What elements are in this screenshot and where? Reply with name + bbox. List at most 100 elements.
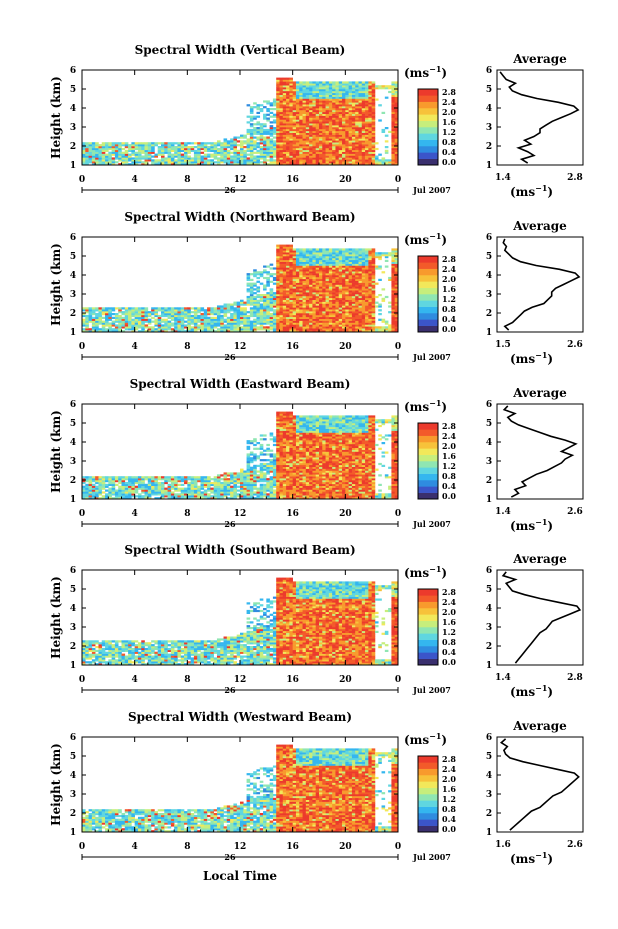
heatmap-cell <box>355 109 359 113</box>
heatmap-cell <box>342 144 346 147</box>
heatmap-cell <box>345 294 349 297</box>
heatmap-cell <box>315 147 320 151</box>
heatmap-cell <box>289 113 293 116</box>
heatmap-cell <box>328 140 333 143</box>
heatmap-cell <box>305 85 310 88</box>
heatmap-cell <box>91 155 96 158</box>
y-tick-label: 5 <box>70 252 76 262</box>
heatmap-cell <box>177 328 182 331</box>
heatmap-cell <box>157 322 162 325</box>
heatmap-cell <box>371 109 376 113</box>
heatmap-cell <box>279 244 284 247</box>
heatmap-cell <box>319 330 323 333</box>
heatmap-cell <box>151 316 155 319</box>
heatmap-cell <box>276 288 280 291</box>
heatmap-cell <box>151 491 155 494</box>
heatmap-cell <box>302 263 307 266</box>
heatmap-cell <box>371 119 376 122</box>
heatmap-cell <box>95 318 99 321</box>
heatmap-cell <box>266 294 270 297</box>
heatmap-cell <box>391 144 396 147</box>
heatmap-cell <box>289 100 293 103</box>
heatmap-cell <box>345 269 349 272</box>
heatmap-cell <box>269 328 274 331</box>
heatmap-cell <box>305 111 310 114</box>
heatmap-cell <box>276 111 280 114</box>
heatmap-cell <box>299 127 303 130</box>
heatmap-cell <box>286 90 290 94</box>
heatmap-cell <box>282 138 287 141</box>
heatmap-cell <box>184 146 188 149</box>
heatmap-cell <box>302 161 307 164</box>
heatmap-cell <box>279 328 284 331</box>
heatmap-cell <box>299 294 303 297</box>
heatmap-cell <box>124 483 129 486</box>
heatmap-cell <box>345 263 349 266</box>
heatmap-cell <box>355 275 359 278</box>
heatmap-cell <box>391 294 396 297</box>
heatmap-cell <box>335 104 340 107</box>
heatmap-cell <box>315 98 320 101</box>
heatmap-cell <box>309 89 313 92</box>
heatmap-cell <box>141 330 145 333</box>
heatmap-cell <box>361 254 366 257</box>
heatmap-cell <box>289 155 293 158</box>
heatmap-cell <box>332 159 336 162</box>
heatmap-cell <box>292 299 297 302</box>
heatmap-cell <box>351 117 356 120</box>
heatmap-cell <box>315 267 320 270</box>
colorbar-swatch <box>418 120 438 128</box>
heatmap-cell <box>365 328 369 331</box>
heatmap-cell <box>319 81 323 84</box>
heatmap-cell <box>95 151 99 154</box>
heatmap-cell <box>325 248 330 251</box>
heatmap-cell <box>111 497 116 500</box>
heatmap-cell <box>256 155 261 158</box>
heatmap-cell <box>328 115 333 118</box>
heatmap-cell <box>351 113 356 116</box>
heatmap-cell <box>348 111 353 114</box>
heatmap-cell <box>312 132 317 135</box>
heatmap-cell <box>157 328 162 331</box>
heatmap-cell <box>292 136 297 139</box>
heatmap-cell <box>259 151 264 154</box>
heatmap-cell <box>345 297 349 300</box>
heatmap-cell <box>332 278 336 281</box>
heatmap-cell <box>105 480 109 483</box>
heatmap-cell <box>289 127 293 130</box>
heatmap-cell <box>269 144 274 147</box>
heatmap-cell <box>147 481 152 485</box>
heatmap-cell <box>114 324 119 327</box>
heatmap-cell <box>170 309 175 312</box>
heatmap-cell <box>197 324 201 327</box>
heatmap-cell <box>289 142 293 145</box>
heatmap-cell <box>279 111 284 114</box>
heatmap-cell <box>282 294 287 297</box>
heatmap-cell <box>348 104 353 107</box>
heatmap-cell <box>322 104 326 107</box>
heatmap-cell <box>302 102 307 105</box>
heatmap-cell <box>279 269 284 272</box>
heatmap-cell <box>187 142 191 145</box>
heatmap-cell <box>368 305 372 308</box>
heatmap-cell <box>266 318 270 321</box>
heatmap-cell <box>368 98 372 101</box>
heatmap-cell <box>121 307 126 310</box>
heatmap-cell <box>351 290 356 293</box>
heatmap-cell <box>154 497 159 500</box>
heatmap-cell <box>276 250 280 253</box>
heatmap-cell <box>226 146 231 149</box>
heatmap-cell <box>328 98 333 101</box>
heatmap-cell <box>246 290 251 293</box>
heatmap-cell <box>187 318 191 321</box>
heatmap-cell <box>164 144 168 147</box>
heatmap-cell <box>342 119 346 122</box>
heatmap-cell <box>220 309 224 312</box>
heatmap-cell <box>276 309 280 312</box>
heatmap-cell <box>325 89 330 92</box>
heatmap-cell <box>358 273 363 276</box>
heatmap-cell <box>289 309 293 312</box>
heatmap-cell <box>335 161 340 164</box>
heatmap-cell <box>394 295 399 299</box>
heatmap-cell <box>128 328 132 331</box>
